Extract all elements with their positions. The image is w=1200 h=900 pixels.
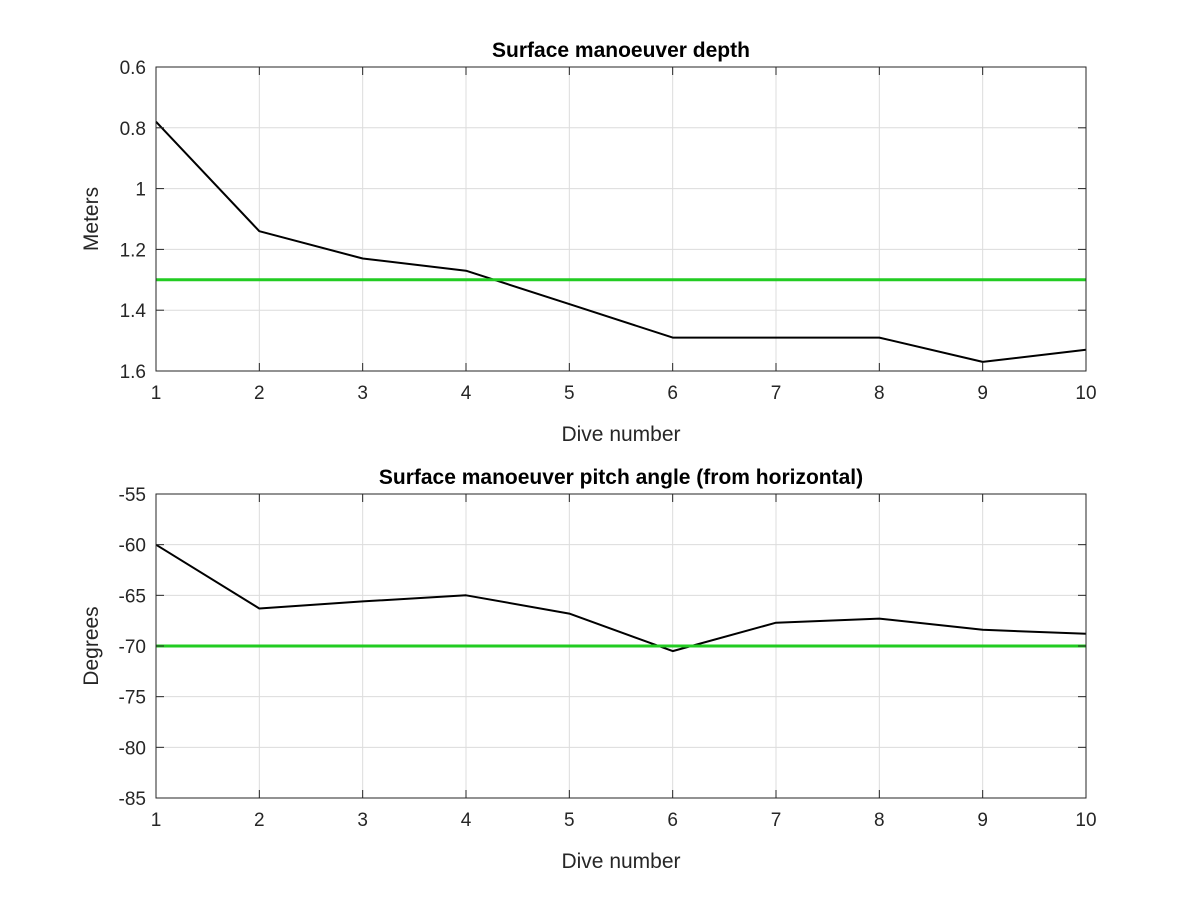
y-tick-label: 1.2: [120, 240, 146, 261]
x-tick-label: 3: [357, 383, 368, 404]
y-axis-label: Degrees: [80, 606, 103, 685]
subplot-1: 1 2 3 4 5 6 7 8 9 10 0.6 0.8 1 1.2 1.4 1.6 Surface manoe…: [80, 39, 1097, 446]
x-tick-label: 7: [771, 383, 782, 404]
x-tick-label: 6: [667, 383, 678, 404]
y-tick-label: 0.6: [120, 58, 146, 79]
y-tick-label: -75: [119, 688, 146, 709]
chart-title: Surface manoeuver depth: [492, 39, 750, 62]
y-tick-label: -65: [119, 586, 146, 607]
plot-area: [156, 67, 1086, 371]
x-tick-label: 8: [874, 810, 885, 831]
y-tick-label: 1: [135, 180, 146, 201]
data-line: [155, 121, 1087, 363]
y-tick-label: -80: [119, 738, 146, 759]
y-tick-label: -60: [119, 536, 146, 557]
x-tick-label: 5: [564, 810, 575, 831]
x-tick-label: 9: [977, 383, 988, 404]
data-line: [155, 543, 1087, 653]
y-tick-label: -85: [119, 789, 146, 810]
x-tick-label: 4: [461, 383, 472, 404]
y-tick-label: -55: [119, 485, 146, 506]
x-tick-label: 10: [1075, 383, 1096, 404]
y-tick-label: 1.6: [120, 362, 146, 383]
x-tick-label: 5: [564, 383, 575, 404]
chart-title: Surface manoeuver pitch angle (from hori…: [379, 466, 863, 489]
x-tick-label: 1: [151, 383, 162, 404]
x-tick-label: 4: [461, 810, 472, 831]
x-tick-label: 1: [151, 810, 162, 831]
x-tick-label: 8: [874, 383, 885, 404]
y-axis-label: Meters: [80, 187, 103, 251]
x-tick-label: 6: [667, 810, 678, 831]
x-tick-label: 9: [977, 810, 988, 831]
x-tick-label: 2: [254, 383, 265, 404]
y-tick-label: 0.8: [120, 119, 146, 140]
y-tick-label: -70: [119, 637, 146, 658]
x-axis-label: Dive number: [561, 850, 680, 873]
axes-box: [155, 66, 1087, 372]
x-axis-label: Dive number: [561, 423, 680, 446]
x-tick-label: 2: [254, 810, 265, 831]
x-tick-label: 7: [771, 810, 782, 831]
x-tick-label: 10: [1075, 810, 1096, 831]
y-tick-label: 1.4: [120, 301, 147, 322]
x-tick-label: 3: [357, 810, 368, 831]
subplot-2: 1 2 3 4 5 6 7 8 9 10 -55 -60 -65 -70 -75 -80 -85 Surface …: [80, 466, 1097, 873]
